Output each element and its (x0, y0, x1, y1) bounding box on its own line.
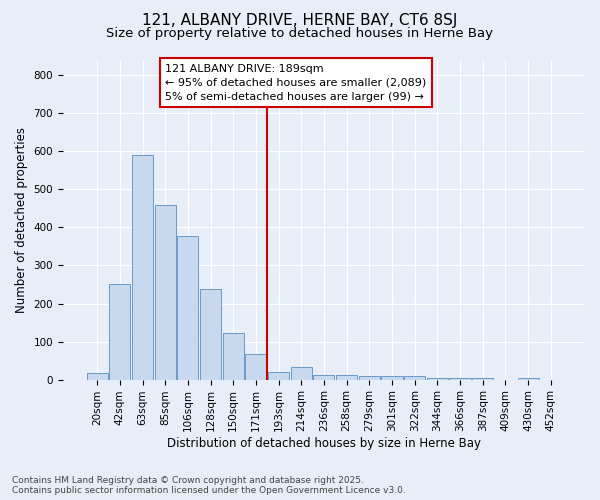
Text: 121 ALBANY DRIVE: 189sqm
← 95% of detached houses are smaller (2,089)
5% of semi: 121 ALBANY DRIVE: 189sqm ← 95% of detach… (165, 64, 427, 102)
Bar (200, 290, 221, 380)
Text: 121, ALBANY DRIVE, HERNE BAY, CT6 8SJ: 121, ALBANY DRIVE, HERNE BAY, CT6 8SJ (142, 12, 458, 28)
Bar (518, 378, 539, 380)
Bar (427, 378, 448, 380)
Bar (223, 333, 244, 380)
Bar (336, 375, 357, 380)
Bar (291, 368, 312, 380)
Bar (245, 354, 266, 380)
Bar (404, 376, 425, 380)
Bar (132, 155, 153, 380)
Text: Contains HM Land Registry data © Crown copyright and database right 2025.
Contai: Contains HM Land Registry data © Crown c… (12, 476, 406, 495)
X-axis label: Distribution of detached houses by size in Herne Bay: Distribution of detached houses by size … (167, 437, 481, 450)
Bar (178, 236, 199, 380)
Bar (472, 378, 493, 380)
Y-axis label: Number of detached properties: Number of detached properties (15, 127, 28, 313)
Bar (86, 373, 108, 380)
Bar (449, 378, 470, 380)
Bar (268, 372, 289, 380)
Bar (313, 375, 334, 380)
Bar (155, 206, 176, 380)
Bar (359, 376, 380, 380)
Bar (109, 284, 130, 380)
Text: Size of property relative to detached houses in Herne Bay: Size of property relative to detached ho… (107, 28, 493, 40)
Bar (382, 376, 403, 380)
